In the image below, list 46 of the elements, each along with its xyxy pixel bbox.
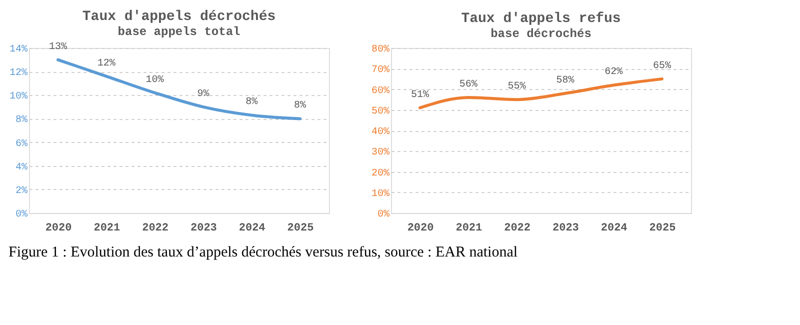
data-label: 51% [411, 90, 430, 101]
x-tick-label: 2021 [456, 222, 483, 234]
y-tick-label: 6% [15, 138, 28, 150]
data-label: 62% [604, 67, 623, 78]
data-label: 58% [556, 75, 574, 86]
y-tick-label: 8% [15, 115, 28, 126]
y-tick-label: 14% [9, 44, 28, 56]
y-tick-label: 0% [377, 210, 390, 220]
y-tick-label: 30% [371, 148, 390, 159]
data-label: 13% [49, 42, 68, 53]
x-tick-label: 2025 [287, 222, 314, 234]
x-tick-label: 2024 [238, 222, 266, 234]
y-tick-label: 20% [371, 168, 390, 180]
data-label: 65% [652, 60, 671, 72]
y-tick-label: 12% [9, 68, 28, 80]
data-label: 9% [197, 88, 210, 100]
y-tick-label: 2% [15, 186, 28, 197]
chart-subtitle: base appels total [118, 24, 240, 39]
y-tick-label: 70% [371, 65, 390, 76]
y-tick-label: 80% [371, 44, 390, 56]
x-tick-label: 2020 [407, 222, 434, 234]
x-tick-label: 2022 [142, 222, 169, 234]
x-tick-label: 2024 [600, 222, 628, 234]
chart-title: Taux d'appels décrochés [82, 8, 276, 25]
chart-title: Taux d'appels refus [461, 11, 621, 27]
data-label: 10% [146, 74, 164, 86]
y-tick-label: 10% [9, 92, 28, 103]
y-tick-label: 50% [371, 106, 390, 118]
x-tick-label: 2022 [504, 222, 531, 234]
data-label: 8% [294, 100, 306, 112]
y-tick-label: 0% [15, 210, 28, 220]
y-tick-label: 40% [371, 127, 390, 138]
x-tick-label: 2021 [94, 222, 121, 234]
x-tick-label: 2020 [45, 222, 72, 234]
caption: Figure 1 : Evolution des taux d’appels décrochés versus refus, source : EAR national [8, 244, 518, 260]
y-tick-label: 60% [371, 86, 390, 97]
y-tick-label: 4% [15, 162, 28, 174]
data-label: 12% [97, 58, 116, 70]
x-tick-label: 2023 [190, 222, 218, 234]
data-label: 8% [246, 97, 258, 108]
y-tick-label: 10% [371, 188, 390, 200]
data-label: 55% [508, 82, 526, 93]
data-label: 56% [459, 80, 478, 90]
chart-subtitle: base décrochés [490, 27, 592, 41]
x-tick-label: 2023 [552, 222, 580, 234]
x-tick-label: 2025 [649, 222, 676, 234]
